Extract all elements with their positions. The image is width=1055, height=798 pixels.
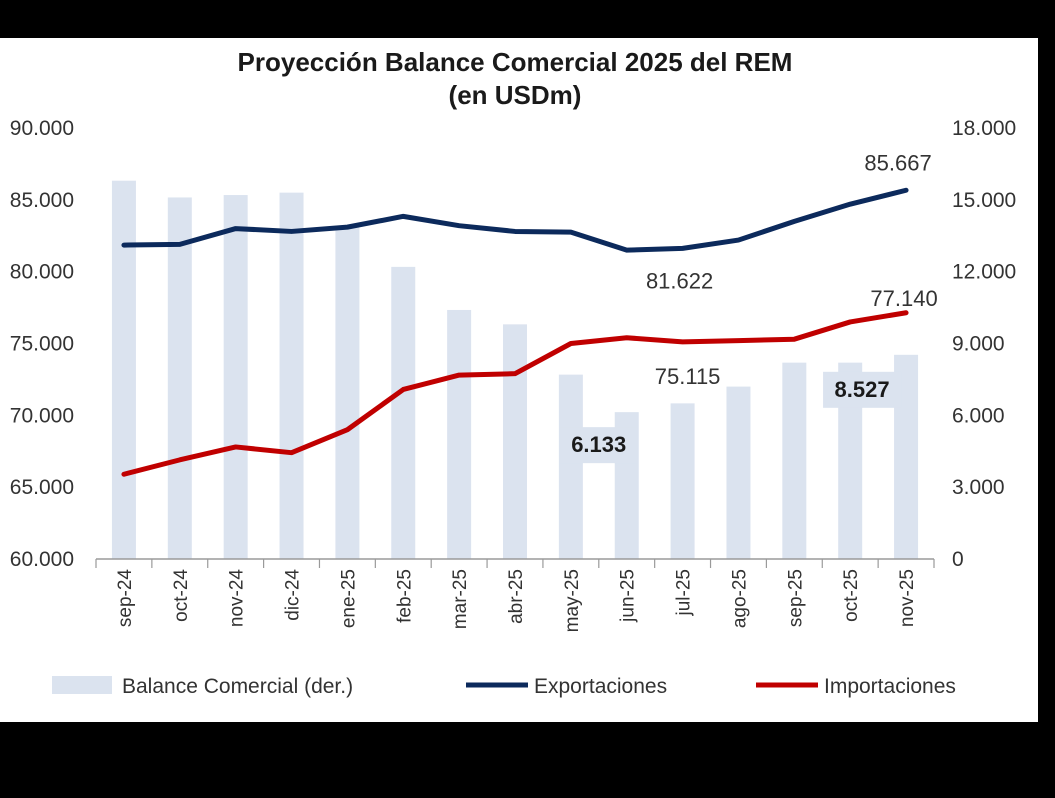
bars-group xyxy=(111,180,919,560)
y-left-tick-label: 80.000 xyxy=(10,261,74,284)
axes-group: sep-24 oct-24 nov-24 dic-24 ene-25 feb-25 mar-… xyxy=(10,117,1016,632)
chart-title: Proyección Balance Comercial 2025 del RE… xyxy=(238,47,793,77)
annotations-group: 85.667 81.622 77.140 75.115 6.133 8.527 xyxy=(559,150,938,464)
y-left-tick-label: 70.000 xyxy=(10,404,74,427)
x-tick-label-sep-24: sep-24 xyxy=(115,569,136,628)
data-label-box xyxy=(559,427,638,464)
x-tick-label-ago-25: ago-25 xyxy=(729,569,750,628)
bar-feb-25 xyxy=(391,266,416,559)
data-label: 85.667 xyxy=(864,150,931,175)
x-tick-label-nov-24: nov-24 xyxy=(227,569,248,628)
y-left-tick-label: 90.000 xyxy=(10,117,74,140)
data-label: 6.133 xyxy=(571,432,626,457)
data-label: 77.140 xyxy=(870,286,937,311)
bar-dic-24 xyxy=(279,192,304,559)
y-left-tick-label: 65.000 xyxy=(10,476,74,499)
data-label: 8.527 xyxy=(835,377,890,402)
y-right-tick-label: 6.000 xyxy=(952,404,1005,427)
data-label: 81.622 xyxy=(646,268,713,293)
y-right-tick-label: 0 xyxy=(952,548,964,571)
legend-swatch-balance xyxy=(52,676,112,694)
series-line-exportaciones xyxy=(121,187,909,253)
bar-jul-25 xyxy=(670,403,695,559)
bar-mar-25 xyxy=(447,309,472,559)
data-label-box xyxy=(823,371,902,408)
bar-oct-24 xyxy=(167,197,192,559)
bar-abr-25 xyxy=(503,324,527,559)
chart: Proyección Balance Comercial 2025 del RE… xyxy=(10,47,1016,698)
legend: Balance Comercial (der.) Exportaciones Imp… xyxy=(52,675,956,698)
x-tick-label-ene-25: ene-25 xyxy=(338,569,359,628)
x-tick-label-dic-24: dic-24 xyxy=(283,569,304,621)
y-right-tick-label: 18.000 xyxy=(952,117,1016,140)
y-left-tick-label: 85.000 xyxy=(10,189,74,212)
bar-ene-25 xyxy=(335,226,360,559)
x-tick-label-mar-25: mar-25 xyxy=(450,569,471,629)
legend-label-importaciones: Importaciones xyxy=(824,675,956,698)
x-tick-label-abr-25: abr-25 xyxy=(506,569,527,624)
x-tick-label-oct-25: oct-25 xyxy=(841,569,862,622)
bar-nov-24 xyxy=(223,195,248,560)
bar-sep-24 xyxy=(111,180,136,559)
bar-sep-25 xyxy=(782,362,807,559)
x-tick-label-jun-25: jun-25 xyxy=(618,569,639,623)
lines-group xyxy=(121,187,909,477)
bar-ago-25 xyxy=(726,386,751,559)
chart-subtitle: (en USDm) xyxy=(449,80,582,110)
y-right-tick-label: 15.000 xyxy=(952,189,1016,212)
y-right-tick-label: 9.000 xyxy=(952,333,1005,356)
bar-may-25 xyxy=(558,374,583,559)
x-tick-label-sep-25: sep-25 xyxy=(785,569,806,627)
legend-label-exportaciones: Exportaciones xyxy=(534,675,667,698)
legend-label-balance: Balance Comercial (der.) xyxy=(122,675,353,698)
y-right-tick-label: 3.000 xyxy=(952,476,1005,499)
y-right-tick-label: 12.000 xyxy=(952,261,1016,284)
x-tick-label-feb-25: feb-25 xyxy=(394,569,415,623)
y-left-tick-label: 75.000 xyxy=(10,333,74,356)
series-line-importaciones xyxy=(121,310,909,477)
data-label: 75.115 xyxy=(655,364,721,389)
x-tick-label-oct-24: oct-24 xyxy=(171,569,192,622)
x-tick-label-may-25: may-25 xyxy=(562,569,583,632)
chart-frame: Proyección Balance Comercial 2025 del RE… xyxy=(0,38,1038,722)
y-left-tick-label: 60.000 xyxy=(10,548,74,571)
x-tick-label-nov-25: nov-25 xyxy=(897,569,918,627)
x-tick-label-jul-25: jul-25 xyxy=(674,569,695,616)
